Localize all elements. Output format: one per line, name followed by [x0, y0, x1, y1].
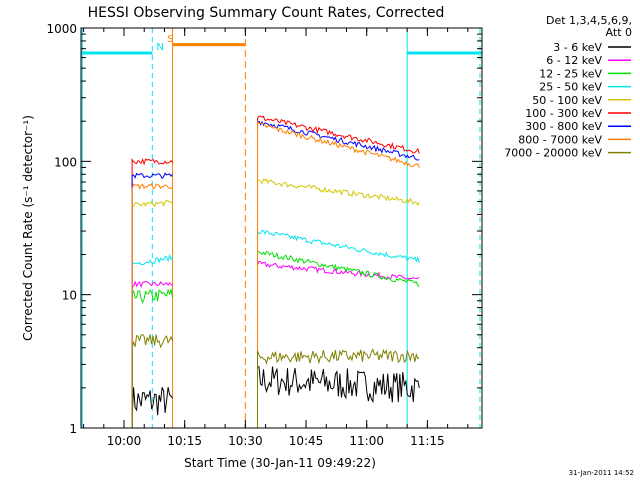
series-trace-4-1 — [257, 178, 420, 428]
legend-label: 300 - 800 keV — [525, 120, 602, 133]
legend-label: 100 - 300 keV — [525, 107, 602, 120]
series-trace-3-1 — [257, 229, 420, 428]
series-800-7000-kev — [131, 120, 420, 428]
legend-header-line-2: Att 0 — [606, 26, 632, 39]
series-trace-2-1 — [257, 249, 420, 428]
generation-timestamp: 31-Jan-2011 14:52 — [569, 469, 634, 477]
series-trace-8-1 — [257, 348, 420, 428]
series-25-50-kev — [131, 229, 420, 428]
y-tick-label: 1000 — [46, 22, 77, 36]
legend-label: 7000 - 20000 keV — [504, 147, 602, 160]
x-axis-label: Start Time (30-Jan-11 09:49:22) — [184, 456, 376, 470]
legend-header-line-1: Det 1,3,4,5,6,9, — [546, 14, 632, 27]
legend-label: 6 - 12 keV — [546, 54, 602, 67]
series-trace-1-1 — [257, 260, 420, 428]
legend-label: 50 - 100 keV — [532, 94, 602, 107]
marker-label-n: N — [156, 42, 163, 53]
series-trace-6-1 — [257, 120, 420, 428]
data-layer: SN — [81, 28, 482, 428]
series-trace-2-0 — [131, 287, 174, 428]
series-100-300-kev — [131, 115, 420, 428]
series-trace-5-0 — [131, 158, 174, 428]
legend-label: 800 - 7000 keV — [518, 133, 602, 146]
x-tick-label: 11:15 — [410, 434, 445, 448]
axis-ticks: 10:00 10:15 10:30 10:45 11:00 11:15 1 10 100 1000 — [46, 22, 482, 448]
x-tick-label: 11:00 — [349, 434, 384, 448]
x-tick-label: 10:00 — [107, 434, 142, 448]
legend-label: 12 - 25 keV — [539, 67, 602, 80]
series-trace-7-0 — [131, 182, 173, 428]
series-50-100-kev — [131, 178, 420, 428]
series-trace-4-0 — [131, 199, 173, 428]
x-tick-label: 10:15 — [167, 434, 202, 448]
series-trace-5-1 — [257, 115, 420, 428]
x-tick-label: 10:30 — [228, 434, 263, 448]
series-trace-3-0 — [131, 253, 174, 428]
series-trace-8-0 — [131, 334, 174, 428]
series-trace-6-0 — [131, 172, 173, 428]
series-300-800-kev — [131, 120, 420, 428]
y-tick-label: 100 — [54, 155, 77, 169]
y-tick-label: 10 — [62, 289, 77, 303]
chart-title: HESSI Observing Summary Count Rates, Cor… — [88, 5, 445, 21]
legend-label: 25 - 50 keV — [539, 81, 602, 94]
plot-frame — [80, 27, 483, 429]
series-trace-0-1 — [257, 366, 420, 428]
series-12-25-kev — [131, 249, 420, 428]
series-trace-7-1 — [257, 120, 420, 428]
series-6-12-kev — [131, 260, 420, 428]
series-3-6-kev — [131, 366, 420, 428]
y-tick-label: 1 — [69, 422, 77, 436]
series-trace-1-0 — [131, 280, 173, 428]
x-tick-label: 10:45 — [289, 434, 324, 448]
marker-label-s: S — [167, 34, 173, 45]
series-7000-20000-kev — [131, 334, 420, 428]
y-axis-label: Corrected Count Rate (s⁻¹ detector⁻¹) — [21, 115, 35, 341]
legend-label: 3 - 6 keV — [553, 41, 602, 54]
series-trace-0-0 — [131, 387, 174, 428]
